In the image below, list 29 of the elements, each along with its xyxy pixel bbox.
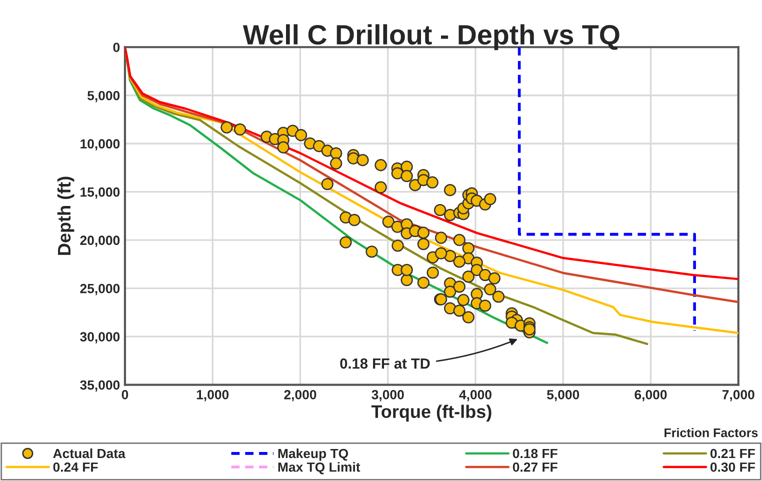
y-tick-label: 30,000 (80, 332, 120, 344)
x-axis-title: Torque (ft-lbs) (371, 404, 492, 422)
legend-label: 0.21 FF (710, 448, 755, 458)
x-tick-label: 3,000 (372, 390, 404, 402)
legend-label: 0.18 FF (512, 448, 558, 458)
x-tick-label: 4,000 (459, 390, 492, 402)
legend-label: 0.24 FF (53, 462, 98, 472)
x-tick-label: 0 (122, 390, 128, 400)
text: Friction Factors (664, 428, 758, 438)
x-tick-label: 1,000 (196, 390, 229, 402)
x-tick-label: 2,000 (284, 390, 316, 402)
legend-label: Max TQ Limit (278, 462, 360, 474)
y-tick-label: 20,000 (80, 236, 120, 247)
y-tick-label: 0 (113, 42, 120, 52)
y-tick-label: 5,000 (88, 90, 120, 102)
y-axis-title: Depth (ft) (57, 176, 74, 255)
x-tick-label: 6,000 (634, 390, 667, 402)
x-tick-label: 7,000 (722, 390, 754, 402)
x-tick-label: 5,000 (547, 390, 580, 402)
y-tick-label: 15,000 (80, 187, 120, 199)
annotation: 0.18 FF at TD (340, 358, 430, 369)
y-tick-label: 25,000 (80, 284, 120, 296)
legend-label: Actual Data (53, 448, 126, 458)
chart-title: Well C Drillout - Depth vs TQ (242, 24, 620, 50)
legend-label: Makeup TQ (278, 448, 348, 461)
legend-label: 0.30 FF (710, 462, 755, 472)
y-tick-label: 10,000 (80, 139, 120, 150)
y-tick-label: 35,000 (80, 380, 120, 392)
legend-label: 0.27 FF (512, 462, 558, 472)
